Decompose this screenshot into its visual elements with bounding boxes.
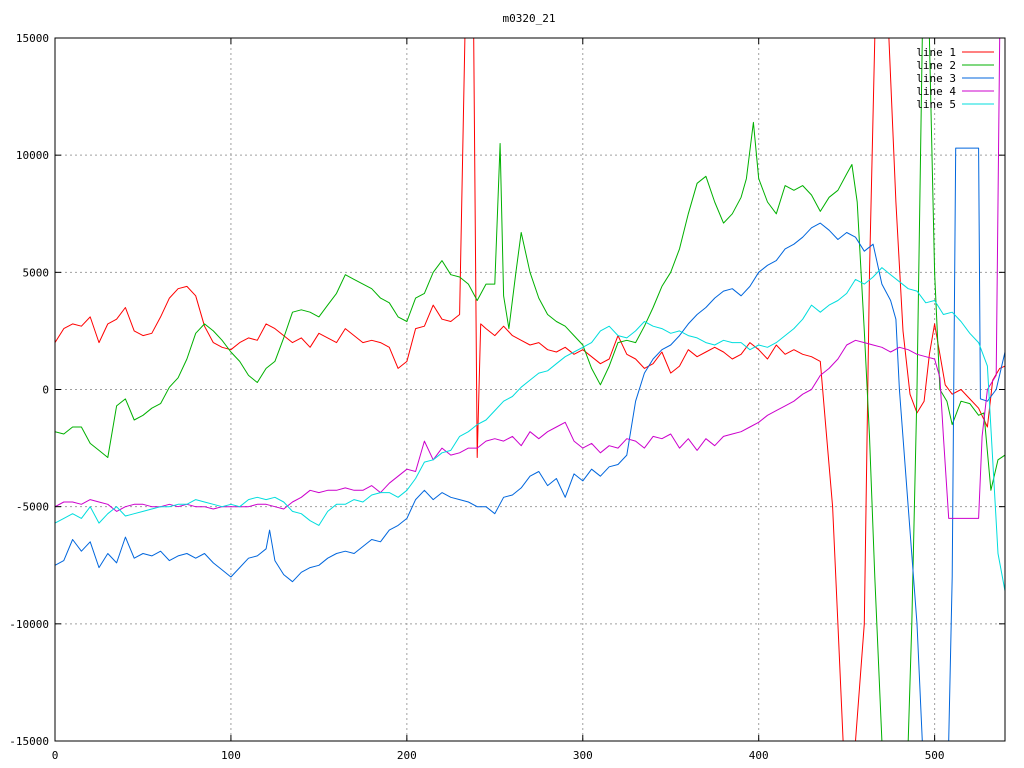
x-tick-label-0: 0: [52, 749, 59, 762]
legend-label-5: line 5: [916, 98, 956, 111]
series-line-2: [55, 38, 1005, 741]
x-tick-label-4: 400: [749, 749, 769, 762]
y-tick-label-1: -10000: [9, 618, 49, 631]
chart-title: m0320_21: [503, 12, 556, 25]
y-tick-label-5: 10000: [16, 149, 49, 162]
series-line-5: [55, 267, 1005, 592]
series-group: [55, 38, 1005, 741]
y-tick-label-2: -5000: [16, 501, 49, 514]
series-line-1: [55, 38, 1005, 741]
y-tick-label-0: -15000: [9, 735, 49, 748]
x-tick-label-5: 500: [925, 749, 945, 762]
y-tick-label-4: 5000: [23, 266, 50, 279]
legend-label-1: line 1: [916, 46, 956, 59]
series-line-4: [55, 38, 1005, 519]
legend-label-4: line 4: [916, 85, 956, 98]
x-tick-label-2: 200: [397, 749, 417, 762]
x-tick-label-3: 300: [573, 749, 593, 762]
legend-label-2: line 2: [916, 59, 956, 72]
ticks: 0 100 200 300 400 500 -15000 -10000 -5000 0 5000 10…: [9, 32, 1005, 762]
x-tick-label-1: 100: [221, 749, 241, 762]
series-line-3: [55, 147, 1005, 741]
y-tick-label-6: 15000: [16, 32, 49, 45]
y-tick-label-3: 0: [42, 384, 49, 397]
legend-label-3: line 3: [916, 72, 956, 85]
